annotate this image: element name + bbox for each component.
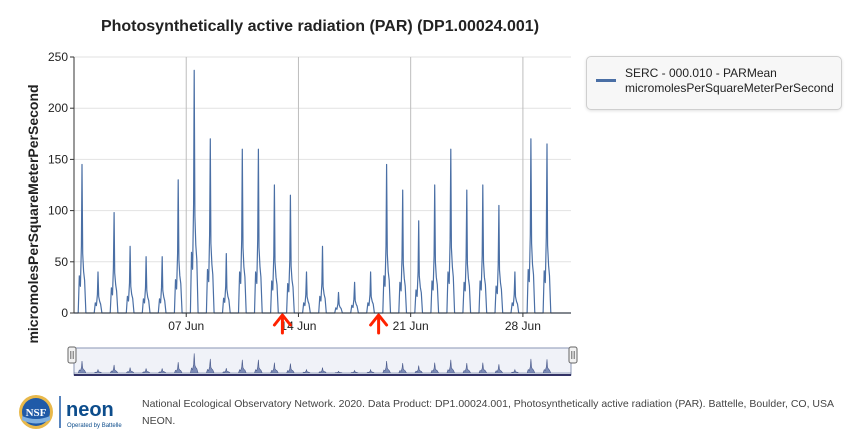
legend-label-line2: micromolesPerSquareMeterPerSecond	[625, 81, 834, 95]
par-series-line[interactable]	[74, 69, 571, 314]
y-tick-label: 50	[55, 255, 69, 269]
logo-graphic: NSF neon Operated by Battelle	[19, 395, 122, 429]
footer-logos: NSF neon Operated by Battelle	[16, 392, 128, 432]
y-tick-label: 250	[48, 50, 68, 64]
y-tick-label: 0	[61, 306, 68, 320]
neon-logo-text: neon	[66, 399, 114, 421]
navigator-series-area	[74, 353, 571, 374]
citation-text: National Ecological Observatory Network.…	[142, 398, 834, 427]
series-layer	[74, 69, 571, 314]
annotation-arrows	[272, 313, 389, 335]
navigator-right-handle[interactable]	[568, 346, 578, 364]
y-tick-label: 150	[48, 152, 68, 166]
navigator-left-handle[interactable]	[67, 346, 77, 364]
x-tick-label: 28 Jun	[505, 319, 541, 333]
annotation-arrow	[369, 313, 389, 335]
nsf-logo: NSF	[19, 395, 53, 429]
chart-title: Photosynthetically active radiation (PAR…	[100, 18, 540, 35]
neon-logo: neon Operated by Battelle	[66, 399, 122, 429]
legend[interactable]: SERC - 000.010 - PARMean micromolesPerSq…	[586, 56, 842, 110]
annotation-arrow	[272, 313, 292, 335]
nsf-logo-text: NSF	[26, 407, 47, 419]
y-tick-label: 100	[48, 204, 68, 218]
legend-series-swatch	[596, 79, 616, 82]
range-navigator[interactable]	[67, 346, 578, 376]
y-tick-label: 200	[48, 101, 68, 115]
legend-series-label[interactable]: SERC - 000.010 - PARMean micromolesPerSq…	[625, 66, 834, 96]
x-tick-label: 21 Jun	[393, 319, 429, 333]
x-tick-label: 07 Jun	[168, 319, 204, 333]
legend-label-line1: SERC - 000.010 - PARMean	[625, 66, 777, 80]
neon-tagline: Operated by Battelle	[67, 423, 122, 429]
